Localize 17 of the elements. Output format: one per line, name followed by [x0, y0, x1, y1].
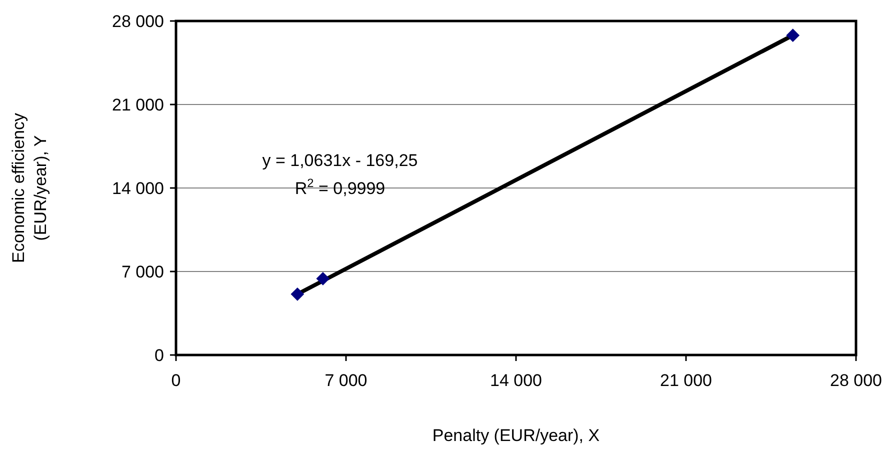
y-tick-label: 28 000	[112, 12, 164, 31]
y-axis-title: Economic efficiency (EUR/year), Y	[9, 112, 50, 263]
point	[786, 28, 800, 42]
annotation: R$^{2}$ = 0,9999	[294, 176, 386, 198]
y-tick-label: 7 000	[121, 262, 164, 282]
x-tick-label: 28 000	[830, 371, 882, 390]
x-tick-label: 14 000	[490, 371, 542, 390]
y-tick-label: 0	[154, 346, 164, 365]
point	[290, 287, 304, 301]
x-tick-label: 0	[171, 371, 181, 390]
point	[316, 272, 330, 286]
y-tick-label: 21 000	[112, 96, 164, 114]
annotation: y = 1,0631x - 169,25	[262, 151, 418, 170]
x-tick-label: 7 000	[324, 371, 368, 390]
y-tick-label: 14 000	[112, 179, 164, 198]
x-axis-title: Penalty (EUR/year), X	[432, 426, 600, 445]
x-tick-label: 21 000	[660, 371, 712, 390]
